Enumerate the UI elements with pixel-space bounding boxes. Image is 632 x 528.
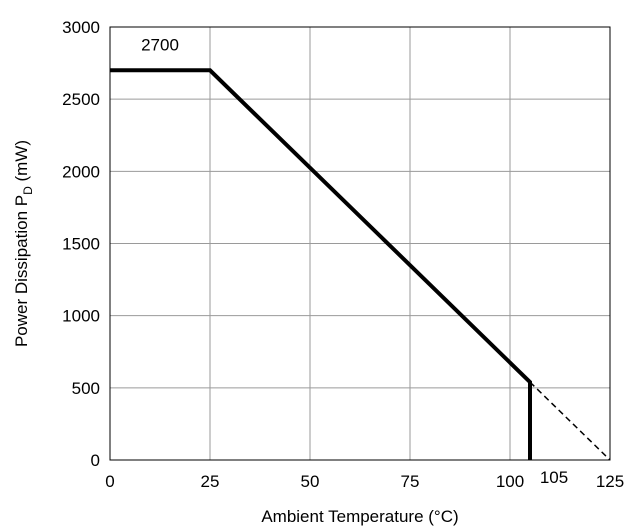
y-tick-label: 2500	[62, 90, 100, 109]
derating-extension-dashed	[529, 381, 611, 461]
derating-curve	[110, 68, 532, 460]
y-axis-label-main: Power Dissipation P	[12, 195, 31, 347]
y-tick-label: 3000	[62, 18, 100, 37]
plot-frame	[109, 26, 611, 461]
series-layer	[110, 68, 611, 461]
x-tick-label: 0	[105, 472, 114, 491]
max-power-label: 2700	[141, 35, 179, 54]
x-tick-label: 75	[401, 472, 420, 491]
y-tick-label: 1000	[62, 307, 100, 326]
x-axis-label: Ambient Temperature (°C)	[261, 507, 458, 526]
y-axis-label: Power Dissipation PD (mW)	[12, 140, 35, 347]
x-tick-label: 50	[301, 472, 320, 491]
x-tick-labels: 0 25 50 75 100 125	[105, 472, 624, 491]
y-tick-label: 500	[72, 379, 100, 398]
x-tick-label: 25	[201, 472, 220, 491]
y-axis-label-subscript: D	[21, 186, 35, 195]
y-tick-label: 0	[91, 451, 100, 470]
y-tick-labels: 0 500 1000 1500 2000 2500 3000	[62, 18, 100, 470]
max-temp-label: 105	[540, 468, 568, 487]
annotations: 2700 105	[141, 35, 568, 487]
y-axis-label-unit: (mW)	[12, 140, 31, 186]
grid	[110, 27, 610, 460]
x-tick-label: 100	[496, 472, 524, 491]
x-tick-label: 125	[596, 472, 624, 491]
y-tick-label: 2000	[62, 162, 100, 181]
y-tick-label: 1500	[62, 235, 100, 254]
